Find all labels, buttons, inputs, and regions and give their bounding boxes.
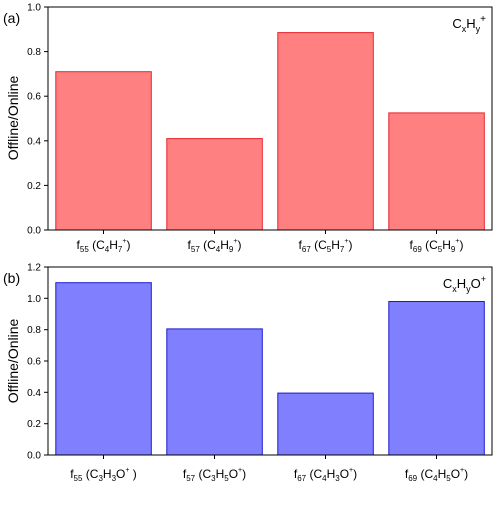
chart-panel-a: f55 (C4H7+) f57 (C4H9+) f67 (C5H7+) f69 (C5… [3,3,493,254]
y-axis-title: Offline/Online [5,319,21,404]
bar [55,71,152,231]
bar [388,301,485,456]
bar [277,32,374,231]
y-axis-title: Offline/Online [5,76,21,161]
x-tick-label: f55 (C3H3O+ ) [70,467,137,483]
y-tick-label: 0.6 [27,92,41,103]
bar [166,138,263,231]
y-tick-label: 0.4 [27,136,41,147]
y-tick-label: 1.0 [27,294,41,305]
y-tick-label: 0.0 [27,226,41,237]
y-tick-label: 0.6 [27,357,41,368]
plot-frame [47,6,493,231]
x-tick-label: f67 (C5H7+) [299,238,353,254]
y-tick-label: 1.2 [27,263,41,274]
y-tick-label: 0.2 [27,181,41,192]
panel-label: (a) [3,10,20,26]
chart-panel-b: f55 (C3H3O+ ) f57 (C3H5O+) f67 (C4H3O+) f69… [3,263,493,483]
x-tick-label: f69 (C4H5O+) [405,467,468,483]
y-tick-label: 0.4 [27,388,41,399]
x-tick-label: f69 (C5H9+) [410,238,464,254]
y-tick-label: 0.0 [27,451,41,462]
x-tick-label: f55 (C4H7+) [77,238,131,254]
bar [166,328,263,456]
y-tick-label: 0.8 [27,47,41,58]
y-tick-label: 0.8 [27,325,41,336]
series-label: CxHyO+ [443,274,486,294]
x-tick-label: f67 (C4H3O+) [294,467,357,483]
y-tick-label: 0.2 [27,419,41,430]
bar [388,112,485,231]
series-label: CxHy+ [452,14,486,34]
x-tick-label: f57 (C4H9+) [188,238,242,254]
y-tick-label: 1.0 [27,3,41,14]
bar [55,282,152,456]
panel-label: (b) [3,270,20,286]
x-tick-label: f57 (C3H5O+) [183,467,246,483]
bar [277,392,374,456]
